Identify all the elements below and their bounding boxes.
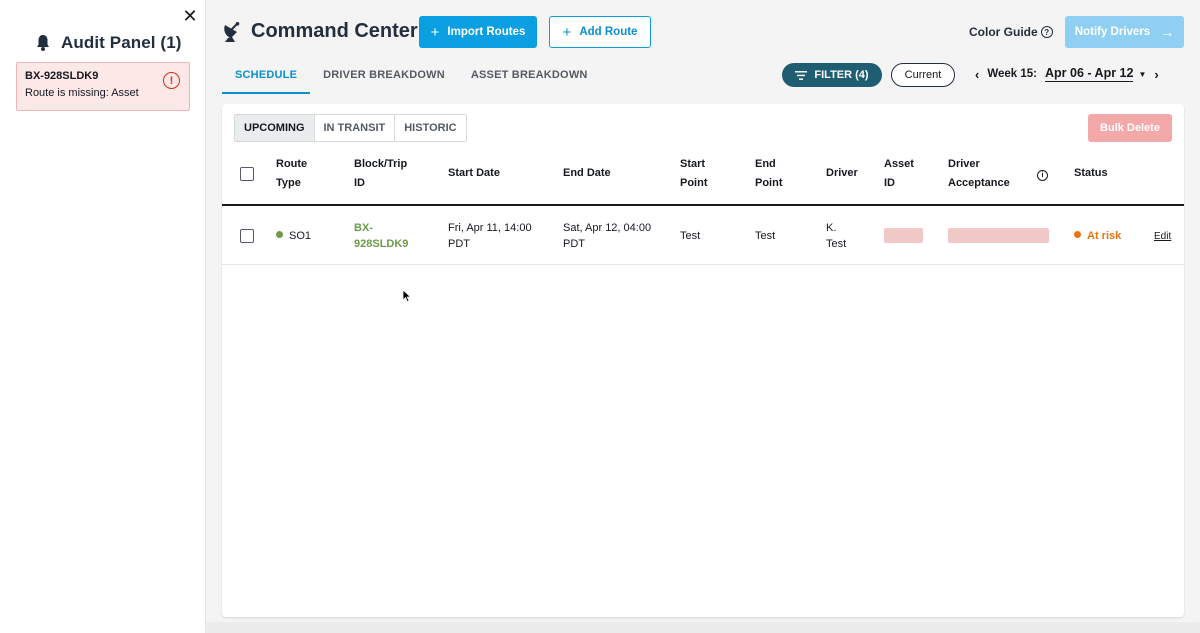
add-route-button[interactable]: + Add Route xyxy=(549,16,651,48)
segment-upcoming[interactable]: UPCOMING xyxy=(235,115,315,141)
driver-line1: K. xyxy=(826,222,837,234)
tab-asset-breakdown[interactable]: ASSET BREAKDOWN xyxy=(470,69,588,81)
help-icon: ? xyxy=(1040,26,1053,38)
caret-down-icon[interactable]: ▼ xyxy=(1138,69,1147,79)
end-point-cell: Test xyxy=(755,230,776,242)
col-start-date[interactable]: Start Date xyxy=(448,167,500,179)
driver-cell: K. Test xyxy=(826,220,846,252)
col-trip-id-line1: Block/Trip xyxy=(354,158,408,170)
asset-id-redacted xyxy=(884,228,923,243)
audit-panel: ✕ Audit Panel (1) BX-928SLDK9 Route is m… xyxy=(0,0,206,633)
audit-alert-card[interactable]: BX-928SLDK9 Route is missing: Asset ! xyxy=(16,62,190,111)
tab-driver-breakdown[interactable]: DRIVER BREAKDOWN xyxy=(323,69,445,81)
notify-drivers-button[interactable]: Notify Drivers → xyxy=(1065,16,1184,48)
col-start-point[interactable]: Start Point xyxy=(680,155,708,193)
arrow-right-icon: → xyxy=(1160,24,1175,40)
col-asset-id-line1: Asset xyxy=(884,158,914,170)
filter-button[interactable]: FILTER (4) xyxy=(782,63,882,87)
chevron-left-icon[interactable]: ‹ xyxy=(975,66,980,82)
filter-icon xyxy=(795,70,808,80)
alert-error-icon: ! xyxy=(163,72,180,89)
col-trip-id[interactable]: Block/Trip ID xyxy=(354,155,407,193)
color-guide-link[interactable]: Color Guide ? xyxy=(969,25,1053,39)
start-date-cell: Fri, Apr 11, 14:00 PDT xyxy=(448,220,532,252)
row-checkbox[interactable] xyxy=(240,229,254,243)
week-label: Week 15: xyxy=(987,68,1037,80)
route-status-dot xyxy=(276,231,283,238)
edit-link[interactable]: Edit xyxy=(1154,231,1172,242)
trip-id-line1: BX- xyxy=(354,222,373,234)
notify-drivers-label: Notify Drivers xyxy=(1074,26,1151,38)
status-dot xyxy=(1074,231,1081,238)
schedule-panel: UPCOMING IN TRANSIT HISTORIC Bulk Delete… xyxy=(222,104,1184,617)
start-point-cell: Test xyxy=(680,230,701,242)
col-start-point-line1: Start xyxy=(680,158,706,170)
import-routes-button[interactable]: + Import Routes xyxy=(419,16,537,48)
route-type-value: SO1 xyxy=(289,230,312,242)
route-status-segments: UPCOMING IN TRANSIT HISTORIC xyxy=(234,114,467,142)
col-asset-id-line2: ID xyxy=(884,177,895,189)
bulk-delete-button[interactable]: Bulk Delete xyxy=(1088,114,1172,142)
plus-icon: + xyxy=(562,23,572,41)
color-guide-label: Color Guide xyxy=(969,25,1038,39)
plus-icon: + xyxy=(430,23,440,41)
col-acceptance-line1: Driver xyxy=(948,158,980,170)
col-end-date[interactable]: End Date xyxy=(563,167,611,179)
alert-message: Route is missing: Asset xyxy=(25,87,139,99)
driver-line2: Test xyxy=(826,238,847,250)
page-bottom-edge xyxy=(206,622,1200,633)
col-end-point-line1: End xyxy=(755,158,776,170)
col-asset-id[interactable]: Asset ID xyxy=(884,155,914,193)
col-acceptance-line2: Acceptance xyxy=(948,177,1010,189)
select-all-checkbox[interactable] xyxy=(240,167,254,181)
col-end-point[interactable]: End Point xyxy=(755,155,783,193)
close-icon[interactable]: ✕ xyxy=(182,6,198,26)
add-route-label: Add Route xyxy=(579,26,638,38)
col-driver-acceptance[interactable]: Driver Acceptance xyxy=(948,155,1010,193)
segment-in-transit[interactable]: IN TRANSIT xyxy=(315,115,396,141)
filter-label: FILTER (4) xyxy=(814,69,869,81)
route-type-cell: SO1 xyxy=(276,228,311,244)
week-selector: ‹ Week 15: Apr 06 - Apr 12 ▼ › xyxy=(975,66,1159,82)
table-header: Route Type Block/Trip ID Start Date End … xyxy=(222,152,1184,206)
segment-historic[interactable]: HISTORIC xyxy=(404,122,457,134)
col-route-type-line2: Type xyxy=(276,177,301,189)
bell-icon xyxy=(37,35,49,51)
status-badge: At risk xyxy=(1074,228,1121,244)
chevron-right-icon[interactable]: › xyxy=(1154,66,1159,82)
start-date-line2: PDT xyxy=(448,238,470,250)
col-driver[interactable]: Driver xyxy=(826,167,858,179)
col-start-point-line2: Point xyxy=(680,177,708,189)
status-value: At risk xyxy=(1087,230,1122,242)
start-date-line1: Fri, Apr 11, 14:00 xyxy=(448,222,532,234)
trip-id-line2: 928SLDK9 xyxy=(354,238,409,250)
current-week-button[interactable]: Current xyxy=(891,63,955,87)
col-end-point-line2: Point xyxy=(755,177,783,189)
alert-route-id: BX-928SLDK9 xyxy=(25,70,99,82)
tab-schedule[interactable]: SCHEDULE xyxy=(222,62,311,94)
import-routes-label: Import Routes xyxy=(447,26,526,38)
app-title: Command Center xyxy=(251,20,418,42)
col-status[interactable]: Status xyxy=(1074,167,1108,179)
satellite-dish-icon xyxy=(224,21,240,42)
view-tabs: SCHEDULE DRIVER BREAKDOWN ASSET BREAKDOW… xyxy=(222,62,601,94)
acceptance-redacted xyxy=(948,228,1049,243)
week-range-dropdown[interactable]: Apr 06 - Apr 12 xyxy=(1045,66,1134,82)
end-date-line1: Sat, Apr 12, 04:00 xyxy=(563,222,652,234)
audit-panel-header: Audit Panel (1) xyxy=(35,33,182,53)
acceptance-info-icon[interactable]: i xyxy=(1037,165,1048,184)
table-row[interactable]: SO1 BX- 928SLDK9 Fri, Apr 11, 14:00 PDT … xyxy=(222,208,1184,265)
trip-id-link[interactable]: BX- 928SLDK9 xyxy=(354,220,408,252)
app-brand: Command Center xyxy=(222,20,418,43)
end-date-line2: PDT xyxy=(563,238,585,250)
end-date-cell: Sat, Apr 12, 04:00 PDT xyxy=(563,220,651,252)
mouse-pointer-icon xyxy=(402,289,412,303)
audit-panel-title: Audit Panel (1) xyxy=(61,33,182,52)
col-route-type[interactable]: Route Type xyxy=(276,155,307,193)
col-trip-id-line2: ID xyxy=(354,177,365,189)
col-route-type-line1: Route xyxy=(276,158,308,170)
